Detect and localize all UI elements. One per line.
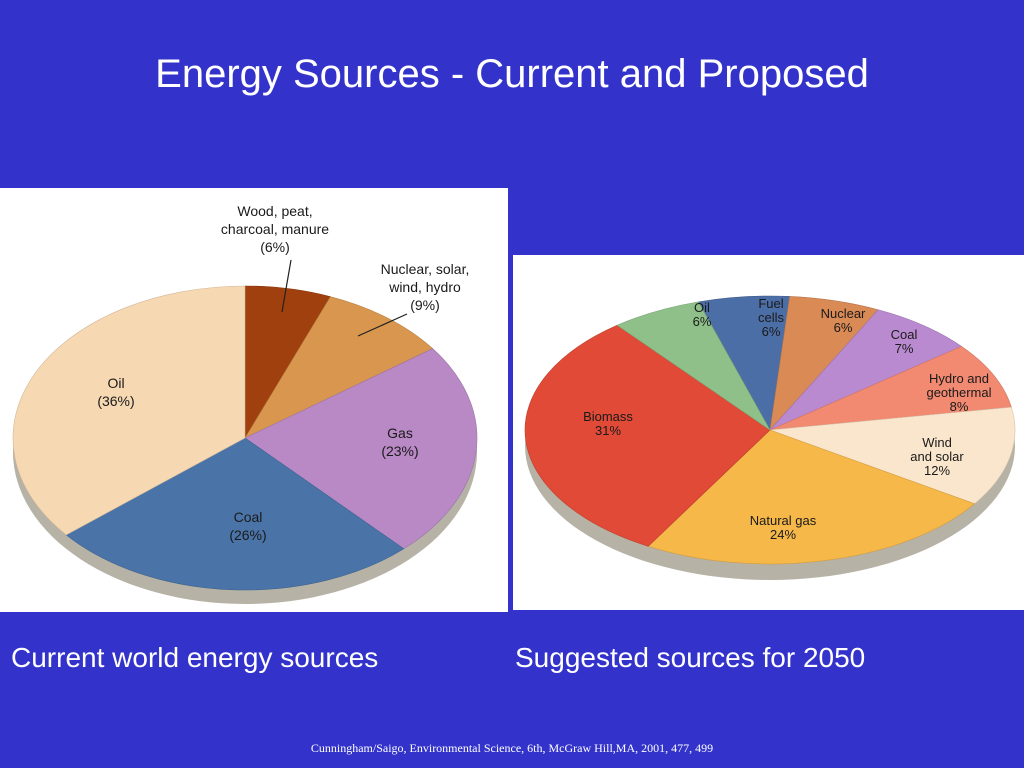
pie-0-slice-label-0-line-2: (6%) (260, 239, 290, 255)
pie-1-slice-label-0-line-2: 6% (762, 324, 781, 339)
pie-0-slice-label-3-line-0: Coal (234, 509, 263, 525)
pie-0-slice-label-3: Coal (26%) (229, 509, 266, 543)
slide-title: Energy Sources - Current and Proposed (155, 52, 869, 96)
pie-0-leader-line-0 (281, 259, 292, 313)
pie-0-slice-3 (65, 437, 405, 591)
pie-0-leader-line-1 (357, 313, 408, 337)
current-sources-chart-panel: Wood, peat, charcoal, manure (6%) Nuclear, … (0, 188, 508, 612)
pie-1-slice-label-0-line-0: Fuel (758, 296, 783, 311)
pie-1-slice-label-2-line-0: Coal (891, 327, 918, 342)
pie-0-slice-label-4-line-1: (36%) (97, 393, 134, 409)
pie-1-slice-label-4-line-1: and solar (910, 449, 964, 464)
pie-1-slice-6 (524, 324, 771, 547)
pie-1-slice-label-1: Nuclear 6% (821, 306, 866, 335)
proposed-sources-caption: Suggested sources for 2050 (515, 642, 866, 673)
pie-1-slice-label-7-line-0: Oil (694, 300, 710, 315)
pie-1-slice-4 (769, 406, 1016, 505)
pie-1-slice-label-4-line-0: Wind (922, 435, 952, 450)
pie-1-slice-label-7-line-1: 6% (693, 314, 712, 329)
pie-0-slice-label-3-line-1: (26%) (229, 527, 266, 543)
pie-0-slice-2 (244, 348, 478, 550)
pie-1-slice-5 (647, 429, 976, 565)
pie-0-slice-label-1: Nuclear, solar, wind, hydro (9%) (381, 261, 470, 313)
pie-1-slice-label-0: Fuel cells 6% (758, 296, 785, 339)
pie-0-slice-label-1-line-0: Nuclear, solar, (381, 261, 470, 277)
pie-0-slice-label-4-line-0: Oil (107, 375, 124, 391)
pie-1-slice-label-3: Hydro and geothermal 8% (926, 371, 991, 414)
pie-1-slice-label-7: Oil 6% (693, 300, 712, 329)
pie-1-slice-label-5: Natural gas 24% (750, 513, 817, 542)
pie-1-slice-label-2-line-1: 7% (895, 341, 914, 356)
pie-1-geometry (524, 295, 1016, 580)
pie-1-slice-label-6: Biomass 31% (583, 409, 633, 438)
pie-1-slice-label-2: Coal 7% (891, 327, 918, 356)
pie-1-slice-label-6-line-1: 31% (595, 423, 621, 438)
pie-0-slice-label-4: Oil (36%) (97, 375, 134, 409)
pie-0-slice-label-1-line-1: wind, hydro (388, 279, 461, 295)
pie-1-slice-label-3-line-0: Hydro and (929, 371, 989, 386)
pie-1-slice-label-6-line-0: Biomass (583, 409, 633, 424)
pie-1-slice-label-5-line-1: 24% (770, 527, 796, 542)
pie-0-slice-label-0-line-0: Wood, peat, (237, 203, 312, 219)
pie-1-slice-label-0-line-1: cells (758, 310, 785, 325)
pie-1-slice-label-3-line-2: 8% (950, 399, 969, 414)
pie-1-slice-label-5-line-0: Natural gas (750, 513, 817, 528)
pie-1-slice-label-1-line-1: 6% (834, 320, 853, 335)
pie-1-slice-label-4-line-2: 12% (924, 463, 950, 478)
pie-1-slice-2 (769, 309, 963, 431)
pie-0-slice-label-0: Wood, peat, charcoal, manure (6%) (221, 203, 329, 255)
pie-0-slice-label-2: Gas (23%) (381, 425, 418, 459)
proposed-sources-pie-chart: Fuel cells 6%Nuclear 6% Coal 7%Hydro and geoth… (524, 295, 1016, 580)
pie-0-slice-label-2-line-0: Gas (387, 425, 413, 441)
current-sources-pie-chart: Wood, peat, charcoal, manure (6%) Nuclear, … (12, 203, 478, 604)
pie-0-slice-label-1-line-2: (9%) (410, 297, 440, 313)
pie-1-slice-label-1-line-0: Nuclear (821, 306, 866, 321)
pie-1-slice-label-3-line-1: geothermal (926, 385, 991, 400)
pie-1-slice-3 (769, 346, 1012, 431)
pie-0-slice-4 (12, 285, 246, 536)
pie-1-slice-7 (616, 301, 771, 431)
pie-0-slice-label-2-line-1: (23%) (381, 443, 418, 459)
pie-1-slice-label-4: Wind and solar 12% (910, 435, 964, 478)
current-sources-caption: Current world energy sources (11, 642, 379, 673)
pie-0-slice-1 (244, 296, 434, 439)
pie-0-slice-label-0-line-1: charcoal, manure (221, 221, 329, 237)
proposed-sources-chart-panel: Fuel cells 6% Nuclear 6% Coal 7% Hydro and geoth… (513, 255, 1024, 610)
source-citation: Cunningham/Saigo, Environmental Science,… (310, 741, 714, 755)
